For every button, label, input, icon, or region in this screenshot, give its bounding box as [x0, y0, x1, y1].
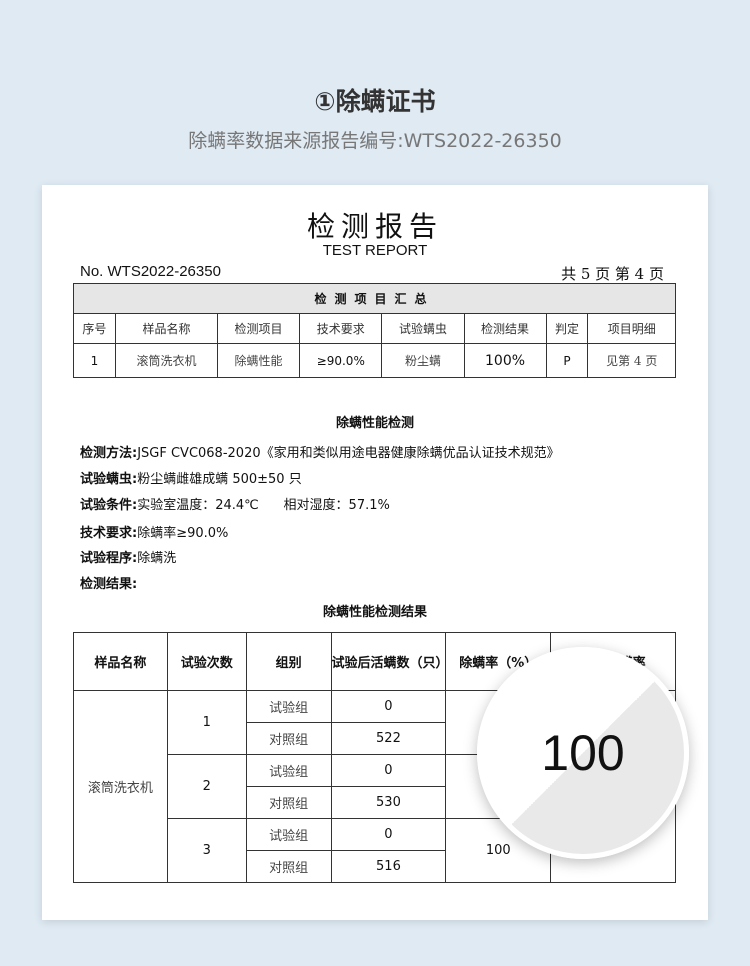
- col-header: 检测结果: [463, 313, 547, 344]
- count-cell: 0: [330, 818, 447, 851]
- report-title-en: TEST REPORT: [322, 242, 428, 259]
- col-header: 序号: [73, 313, 116, 344]
- summary-table: 检测项目汇总 序号 样品名称 检测项目 技术要求 试验螨虫 检测结果 判定 项目…: [73, 283, 676, 378]
- report-number: No. WTS2022-26350: [80, 263, 221, 280]
- page-title: ①除螨证书: [314, 87, 436, 116]
- cell: 见第 4 页: [587, 343, 676, 378]
- results-title: 除螨性能检测结果: [322, 605, 427, 620]
- col-header: 样品名称: [73, 632, 168, 691]
- magnifier-average-rate: 100: [477, 647, 689, 859]
- detail-line: 试验螨虫:粉尘螨雌雄成螨 500±50 只: [80, 472, 302, 487]
- summary-caption: 检测项目汇总: [73, 283, 676, 314]
- count-cell: 522: [330, 722, 447, 755]
- page-subtitle: 除螨率数据来源报告编号:WTS2022-26350: [188, 130, 562, 152]
- detail-line: 检测结果:: [80, 577, 138, 592]
- section-title: 除螨性能检测: [335, 416, 414, 431]
- cell: 除螨性能: [217, 343, 301, 378]
- page-indicator: 共 5 页 第 4 页: [561, 265, 664, 283]
- table-row: 3 试验组 0 100: [74, 818, 676, 883]
- col-header: 项目明细: [587, 313, 676, 344]
- col-header: 样品名称: [114, 313, 219, 344]
- trial-cell: 3: [166, 818, 247, 883]
- trial-cell: 1: [166, 690, 247, 755]
- trial-cell: 2: [166, 754, 247, 819]
- count-cell: 530: [330, 786, 447, 819]
- group-cell: 试验组: [245, 818, 332, 851]
- col-header: 试验后活螨数（只）: [330, 632, 449, 691]
- col-header: 技术要求: [299, 313, 383, 344]
- sample-cell: 滚筒洗衣机: [73, 690, 168, 883]
- group-cell: 试验组: [245, 690, 332, 723]
- detail-line: 技术要求:除螨率≥90.0%: [80, 526, 229, 541]
- table-row: 对照组 522: [74, 722, 676, 755]
- detail-line: 试验程序:除螨洗: [80, 551, 177, 566]
- table-row: 对照组 530: [74, 786, 676, 819]
- count-cell: 516: [330, 850, 447, 883]
- detail-line: 检测方法:JSGF CVC068-2020《家用和类似用途电器健康除螨优品认证技…: [80, 446, 560, 461]
- col-header: 试验次数: [166, 632, 247, 691]
- group-cell: 对照组: [245, 722, 332, 755]
- cell: 1: [73, 343, 116, 378]
- count-cell: 0: [330, 690, 447, 723]
- table-row: 1 滚筒洗衣机 除螨性能 ≥90.0% 粉尘螨 100% P 见第 4 页: [73, 343, 676, 378]
- report-title: 检测报告: [306, 210, 443, 243]
- cell: 滚筒洗衣机: [114, 343, 219, 378]
- group-cell: 对照组: [245, 850, 332, 883]
- detail-line: 试验条件:实验室温度：24.4℃ 相对湿度：57.1%: [80, 498, 390, 513]
- col-header: 判定: [545, 313, 589, 344]
- count-cell: 0: [330, 754, 447, 787]
- group-cell: 对照组: [245, 786, 332, 819]
- cell: ≥90.0%: [299, 343, 383, 378]
- table-row: 对照组 516: [74, 850, 676, 883]
- col-header: 检测项目: [217, 313, 301, 344]
- col-header: 组别: [245, 632, 332, 691]
- cell: 100%: [463, 343, 547, 378]
- cell: P: [545, 343, 589, 378]
- cell: 粉尘螨: [381, 343, 465, 378]
- col-header: 试验螨虫: [381, 313, 465, 344]
- group-cell: 试验组: [245, 754, 332, 787]
